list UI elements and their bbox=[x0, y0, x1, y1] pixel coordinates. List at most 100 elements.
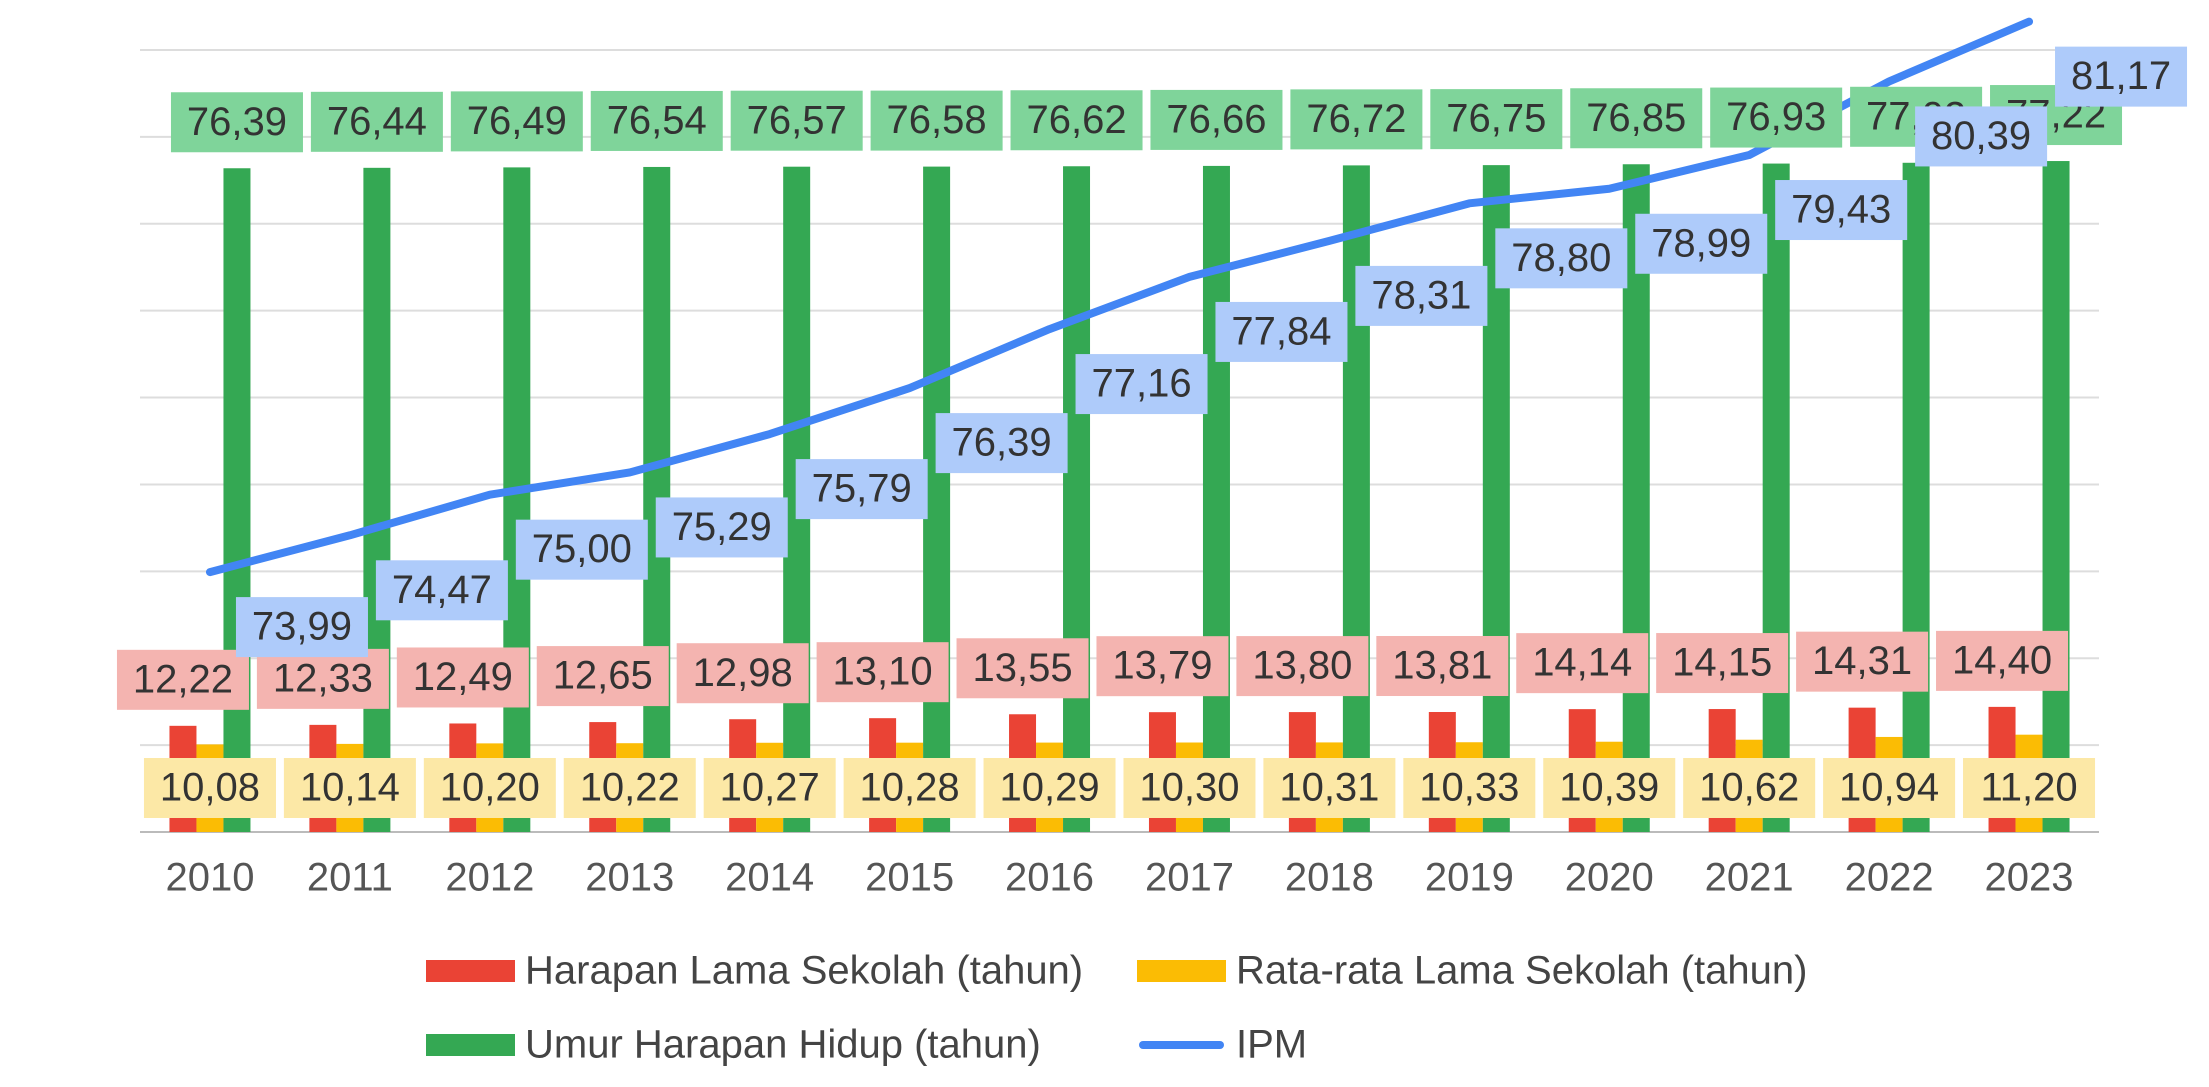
label-bg bbox=[2055, 46, 2188, 107]
data-label: 76,72 bbox=[1306, 97, 1406, 141]
data-label: 10,31 bbox=[1279, 766, 1379, 810]
x-tick-label: 2020 bbox=[1565, 856, 1654, 900]
data-label: 10,22 bbox=[580, 766, 680, 810]
data-label: 75,00 bbox=[532, 527, 632, 571]
label-bg bbox=[116, 649, 249, 710]
data-label: 76,66 bbox=[1166, 97, 1266, 141]
label-bg bbox=[816, 642, 949, 703]
data-label: 11,20 bbox=[1980, 766, 2077, 810]
label-bg bbox=[956, 638, 1089, 699]
data-label: 76,39 bbox=[187, 100, 287, 144]
label-bg bbox=[1355, 265, 1488, 326]
data-label: 80,39 bbox=[1931, 114, 2031, 158]
label-bg bbox=[536, 646, 669, 707]
data-label: 81,17 bbox=[2071, 54, 2171, 98]
data-label: 75,79 bbox=[812, 467, 912, 511]
label-bg bbox=[1710, 87, 1843, 148]
label-bg bbox=[1290, 89, 1423, 150]
data-label: 76,44 bbox=[327, 99, 427, 143]
data-label: 10,14 bbox=[300, 766, 400, 810]
data-label: 76,39 bbox=[952, 421, 1052, 465]
label-bg bbox=[396, 647, 529, 708]
label-bg bbox=[703, 758, 836, 818]
label-bg bbox=[515, 519, 648, 580]
data-label: 77,84 bbox=[1231, 309, 1331, 353]
label-bg bbox=[1543, 758, 1676, 818]
data-label: 14,14 bbox=[1532, 641, 1632, 685]
label-bg bbox=[1963, 758, 2096, 818]
data-label: 75,29 bbox=[672, 505, 772, 549]
legend-label: Rata-rata Lama Sekolah (tahun) bbox=[1236, 949, 1807, 993]
label-bg bbox=[1150, 89, 1283, 150]
label-bg bbox=[563, 758, 696, 818]
label-bg bbox=[423, 758, 556, 818]
label-bg bbox=[283, 758, 416, 818]
label-bg bbox=[1215, 301, 1348, 362]
data-label: 79,43 bbox=[1791, 188, 1891, 232]
label-bg bbox=[1936, 630, 2069, 691]
data-label: 76,49 bbox=[467, 99, 567, 143]
data-label: 12,65 bbox=[553, 654, 653, 698]
label-bg bbox=[983, 758, 1116, 818]
legend-swatch bbox=[1137, 960, 1226, 982]
data-label: 13,81 bbox=[1392, 644, 1492, 688]
legend-swatch bbox=[426, 960, 515, 982]
label-bg bbox=[1096, 636, 1229, 697]
label-bg bbox=[256, 648, 389, 709]
label-bg bbox=[235, 597, 368, 658]
data-label: 13,79 bbox=[1112, 644, 1212, 688]
label-bg bbox=[1915, 106, 2048, 167]
label-bg bbox=[590, 90, 723, 151]
legend-label: Umur Harapan Hidup (tahun) bbox=[525, 1023, 1041, 1067]
data-label: 10,28 bbox=[860, 766, 960, 810]
bar bbox=[1762, 163, 1790, 832]
bar bbox=[503, 167, 531, 832]
bar bbox=[2042, 161, 2070, 832]
bar bbox=[1202, 165, 1230, 832]
bar bbox=[1902, 162, 1930, 832]
x-tick-label: 2022 bbox=[1845, 856, 1934, 900]
label-bg bbox=[1570, 88, 1703, 149]
x-tick-label: 2019 bbox=[1425, 856, 1514, 900]
data-label: 74,47 bbox=[392, 568, 492, 612]
label-bg bbox=[1775, 180, 1908, 241]
data-label: 78,80 bbox=[1511, 236, 1611, 280]
label-bg bbox=[676, 643, 809, 704]
label-bg bbox=[730, 90, 863, 151]
label-bg bbox=[935, 413, 1068, 474]
label-bg bbox=[170, 92, 303, 153]
legend-swatch bbox=[426, 1034, 515, 1056]
data-label: 10,30 bbox=[1139, 766, 1239, 810]
x-tick-label: 2013 bbox=[585, 856, 674, 900]
label-bg bbox=[1123, 758, 1256, 818]
label-bg bbox=[375, 560, 508, 621]
label-bg bbox=[1010, 90, 1143, 151]
line bbox=[205, 17, 2034, 577]
data-label: 77,16 bbox=[1091, 362, 1191, 406]
data-label: 14,15 bbox=[1672, 641, 1772, 685]
label-bg bbox=[655, 497, 788, 558]
label-bg bbox=[1656, 633, 1789, 694]
bar bbox=[1342, 165, 1370, 833]
data-label: 12,98 bbox=[693, 651, 793, 695]
x-tick-label: 2012 bbox=[445, 856, 534, 900]
x-tick-label: 2018 bbox=[1285, 856, 1374, 900]
x-tick-label: 2014 bbox=[725, 856, 814, 900]
label-bg bbox=[143, 758, 276, 818]
data-label: 76,85 bbox=[1586, 96, 1686, 140]
data-label: 12,49 bbox=[413, 655, 513, 699]
x-tick-label: 2023 bbox=[1985, 856, 2074, 900]
data-label: 10,20 bbox=[440, 766, 540, 810]
data-label: 78,99 bbox=[1651, 221, 1751, 265]
x-tick-label: 2017 bbox=[1145, 856, 1234, 900]
data-label: 13,10 bbox=[833, 650, 933, 694]
data-label: 10,33 bbox=[1419, 766, 1519, 810]
data-label: 12,33 bbox=[273, 656, 373, 700]
bar bbox=[223, 168, 251, 832]
x-tick-label: 2011 bbox=[307, 856, 393, 900]
data-label: 10,27 bbox=[720, 766, 820, 810]
bar bbox=[363, 167, 391, 832]
data-label: 12,22 bbox=[133, 657, 233, 701]
label-bg bbox=[310, 91, 443, 152]
